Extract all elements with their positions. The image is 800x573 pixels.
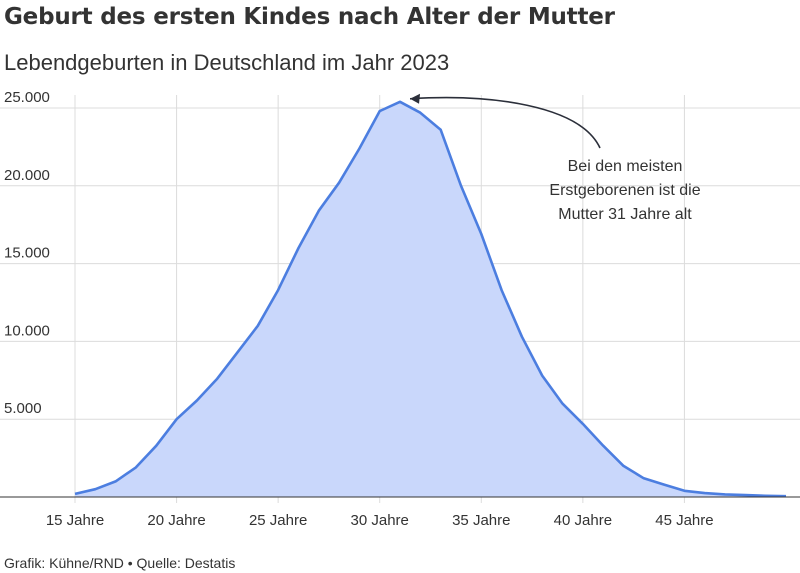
y-tick-label: 15.000 [4, 245, 50, 262]
x-tick-label: 15 Jahre [46, 512, 104, 529]
separator-dot: • [127, 555, 133, 571]
annotation-arrow [409, 96, 601, 149]
annotation-arrowhead [410, 93, 421, 104]
chart-subtitle: Lebendgeburten in Deutschland im Jahr 20… [4, 50, 450, 75]
x-tick-label: 30 Jahre [351, 512, 409, 529]
y-tick-label: 10.000 [4, 322, 50, 339]
area-chart: 5.000 10.000 15.000 20.000 25.000 15 Jahre 20 … [0, 89, 800, 529]
axis-layer: 5.000 10.000 15.000 20.000 25.000 15 Jahre 20 … [0, 89, 800, 529]
y-tick-label: 25.000 [4, 89, 50, 106]
y-tick-label: 5.000 [4, 400, 42, 417]
x-tick-label: 40 Jahre [554, 512, 612, 529]
footer: Grafik: Kühne/RND • Quelle: Destatis [4, 555, 235, 571]
chart-title: Geburt des ersten Kindes nach Alter der … [4, 4, 615, 30]
x-tick-label: 20 Jahre [147, 512, 205, 529]
area-fill [75, 101, 786, 498]
source-text: Quelle: Destatis [136, 555, 236, 571]
x-tick-label: 25 Jahre [249, 512, 307, 529]
annotation: Bei den meisten Erstgeborenen ist die Mutt… [409, 93, 701, 223]
series-line [74, 100, 787, 498]
y-tick-label: 20.000 [4, 167, 50, 184]
x-tick-label: 35 Jahre [452, 512, 510, 529]
x-tick-label: 45 Jahre [655, 512, 713, 529]
annotation-text-line: Bei den meisten [568, 158, 683, 175]
annotation-text-line: Erstgeborenen ist die [549, 182, 700, 199]
credit-text: Grafik: Kühne/RND [4, 555, 124, 571]
area-layer [74, 100, 787, 498]
annotation-text-line: Mutter 31 Jahre alt [558, 206, 692, 223]
